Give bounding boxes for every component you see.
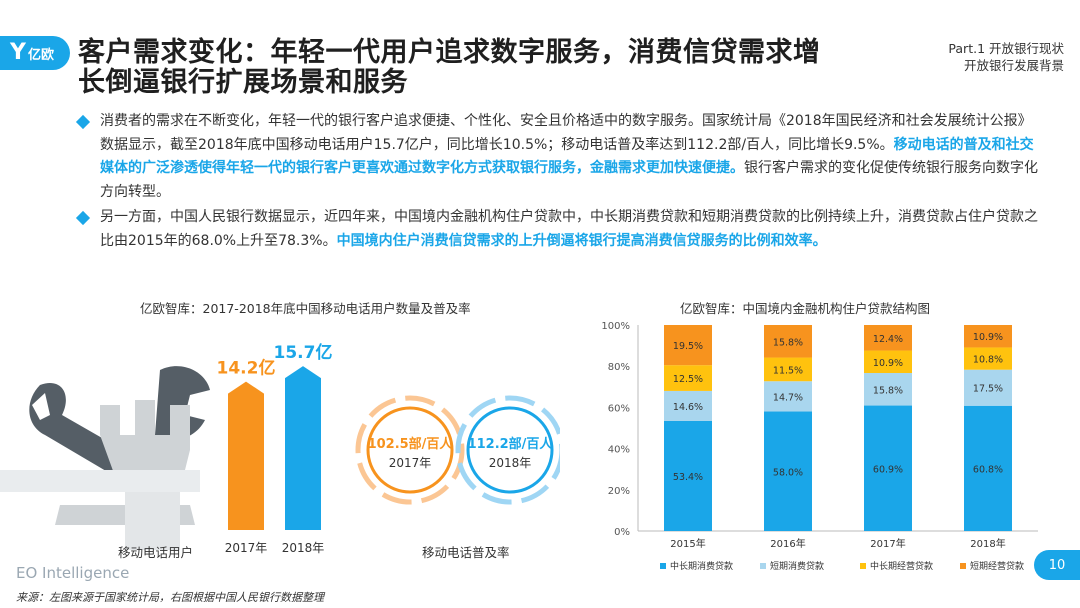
stack-segment [964, 325, 1012, 348]
segment-label: 58.0% [773, 467, 803, 478]
stack-segment [764, 357, 812, 382]
legend-swatch [660, 563, 666, 569]
segment-label: 14.7% [773, 392, 803, 403]
stack-segment [864, 372, 912, 406]
legend-label: 短期经营贷款 [970, 560, 1024, 572]
rate-rings [355, 395, 560, 505]
segment-label: 12.4% [873, 334, 903, 345]
segment-label: 60.9% [873, 464, 903, 475]
segment-label: 17.5% [973, 384, 1003, 395]
y-tick-label: 80% [608, 362, 630, 373]
y-tick-label: 40% [608, 445, 630, 456]
bullet-highlight: 移动电话的普及和社交媒体的广泛渗透使得年轻一代的银行客户更喜欢通过数字化方式获取… [100, 136, 1034, 177]
bullet-text: 消费者的需求在不断变化，年轻一代的银行客户追求便捷、个性化、安全且价格适中的数字… [100, 113, 1032, 153]
stack-segment [764, 411, 812, 531]
page-number: 10 [1034, 550, 1080, 580]
section-indicator: Part.1 开放银行现状 开放银行发展背景 [948, 40, 1064, 74]
logo-mark-icon: Y [10, 40, 26, 65]
source-note: 来源：左图来源于国家统计局，右图根据中国人民银行数据整理 [16, 591, 324, 604]
stack-segment [964, 347, 1012, 370]
stack-segment [664, 390, 712, 421]
segment-label: 10.8% [973, 355, 1003, 366]
y-tick-label: 20% [608, 486, 630, 497]
section-part: Part.1 开放银行现状 [948, 41, 1064, 56]
stack-segment [864, 405, 912, 531]
user-bar-value: 15.7亿 [274, 342, 333, 363]
loan-structure-chart: 0% 20% 40% 60% 80% 100% 53.4% 14.6% 12.5% 19.5% 20… [601, 321, 1038, 572]
rate-value: 102.5部/百人 [368, 436, 454, 452]
bullet-text: 另一方面，中国人民银行数据显示，近四年来，中国境内金融机构住户贷款中，中长期消费… [100, 209, 1038, 249]
x-tick-label: 2018年 [970, 537, 1005, 550]
bullet-text: 银行客户需求的变化促使传统银行服务向数字化方向转型。 [100, 160, 1038, 200]
rate-value: 112.2部/百人 [468, 436, 554, 452]
legend-label: 短期消费贷款 [770, 560, 824, 572]
user-bar-value: 14.2亿 [217, 358, 276, 379]
y-tick-label: 100% [601, 321, 630, 332]
diamond-bullet-icon [75, 114, 91, 130]
page-title: 客户需求变化：年轻一代用户追求数字服务，消费信贷需求增长倒逼银行扩展场景和服务 [78, 37, 821, 98]
stack-segment [764, 381, 812, 412]
stack-segment [864, 350, 912, 373]
brand-logo: Y 亿欧 [0, 36, 70, 70]
rate-category: 2018年 [489, 456, 532, 470]
users-axis-label: 移动电话用户 [118, 545, 194, 560]
legend-label: 中长期消费贷款 [670, 560, 733, 572]
hand-icon [100, 400, 190, 550]
stack-segment [864, 325, 912, 351]
stack-segment [764, 325, 812, 358]
footer-brand: EO Intelligence [16, 564, 130, 582]
segment-label: 14.6% [673, 402, 703, 413]
stack-segment [964, 405, 1012, 531]
bullet-item: 另一方面，中国人民银行数据显示，近四年来，中国境内金融机构住户贷款中，中长期消费… [75, 206, 1038, 253]
user-bars: 14.2亿 2017年 15.7亿 2018年 [217, 342, 333, 555]
rate-category: 2017年 [389, 456, 432, 470]
x-tick-label: 2016年 [770, 537, 805, 550]
logo-text: 亿欧 [27, 47, 54, 63]
segment-label: 60.8% [973, 464, 1003, 475]
legend-swatch [760, 563, 766, 569]
diamond-bullet-icon [75, 210, 91, 226]
legend-swatch [960, 563, 966, 569]
y-tick-label: 0% [614, 527, 630, 538]
segment-label: 19.5% [673, 341, 703, 352]
segment-label: 12.5% [673, 374, 703, 385]
segment-label: 53.4% [673, 472, 703, 483]
x-tick-label: 2015年 [670, 537, 705, 550]
rate-axis-label: 移动电话普及率 [422, 545, 510, 560]
segment-label: 10.9% [973, 332, 1003, 343]
segment-label: 11.5% [773, 365, 803, 376]
legend-swatch [860, 563, 866, 569]
user-bar-category: 2018年 [282, 541, 325, 555]
section-subtitle: 开放银行发展背景 [963, 58, 1064, 73]
x-tick-label: 2017年 [870, 537, 905, 550]
left-chart-title: 亿欧智库：2017-2018年底中国移动电话用户数量及普及率 [140, 301, 471, 316]
bullet-highlight: 中国境内住户消费信贷需求的上升倒逼将银行提高消费信贷服务的比例和效率。 [336, 232, 827, 249]
user-bar-category: 2017年 [225, 541, 268, 555]
ring-labels: 102.5部/百人 2017年 112.2部/百人 2018年 [368, 436, 554, 470]
stack-segment [664, 420, 712, 531]
stack-segment [664, 325, 712, 366]
bullet-item: 消费者的需求在不断变化，年轻一代的银行客户追求便捷、个性化、安全且价格适中的数字… [75, 110, 1038, 204]
user-bar [285, 366, 321, 530]
legend-label: 中长期经营贷款 [870, 560, 933, 572]
segment-label: 15.8% [773, 337, 803, 348]
segment-label: 10.9% [873, 358, 903, 369]
right-chart-title: 亿欧智库：中国境内金融机构住户贷款结构图 [680, 301, 931, 316]
user-bar [228, 381, 264, 530]
stack-segment [664, 365, 712, 391]
y-tick-label: 60% [608, 403, 630, 414]
bullet-list: 消费者的需求在不断变化，年轻一代的银行客户追求便捷、个性化、安全且价格适中的数字… [75, 110, 1038, 255]
left-chart: 14.2亿 2017年 15.7亿 2018年 102.5部/百人 2017年 112.2… [0, 342, 560, 555]
stack-segment [964, 369, 1012, 406]
segment-label: 15.8% [873, 385, 903, 396]
